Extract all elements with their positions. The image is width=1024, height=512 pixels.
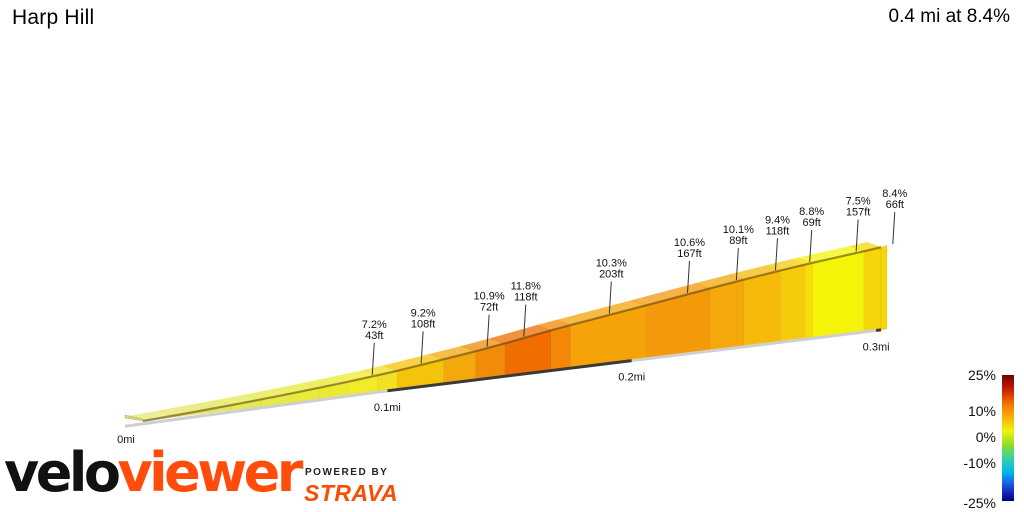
callout-gradient: 7.5%	[846, 195, 871, 207]
profile-segment	[550, 324, 571, 371]
color-scale-label: 25%	[968, 367, 996, 383]
callout-line	[809, 229, 813, 262]
profile-ridge-line	[142, 246, 882, 423]
strava-logo[interactable]: STRAVA	[304, 480, 399, 506]
callout-gradient: 8.8%	[799, 206, 824, 218]
color-scale-label: -10%	[963, 455, 996, 471]
profile-segment	[780, 264, 806, 343]
callout-gradient: 11.8%	[511, 281, 542, 293]
climb-summary: 0.4 mi at 8.4%	[888, 6, 1010, 27]
callout-length: 118ft	[514, 292, 538, 304]
profile-segments	[124, 241, 888, 423]
callout-gradient: 10.1%	[723, 224, 754, 236]
veloviewer-logo[interactable]: veloviewer	[4, 446, 303, 500]
baseline-band	[631, 328, 877, 363]
distance-tick-label: 0mi	[117, 434, 135, 446]
distance-tick-label: 0.1mi	[374, 402, 401, 414]
gradient-color-scale: 25% 10% 0% -10% -25%	[963, 367, 1014, 511]
gradient-callouts: 7.2%43ft9.2%108ft10.9%72ft11.8%118ft10.3…	[362, 188, 908, 375]
profile-segment	[709, 279, 745, 352]
callout-line	[892, 212, 896, 245]
callout-length: 69ft	[803, 217, 821, 229]
callout-line	[371, 342, 375, 375]
callout-line	[420, 331, 424, 364]
color-scale-label: 10%	[968, 403, 996, 419]
callout-gradient: 9.4%	[765, 214, 790, 226]
callout-line	[486, 314, 490, 347]
baseline-band	[875, 328, 882, 332]
callout-length: 118ft	[766, 225, 790, 237]
distance-axis: 0mi 0.1mi 0.2mi 0.3mi	[117, 341, 889, 446]
callout-gradient: 10.9%	[474, 291, 505, 303]
callout-line	[523, 304, 527, 337]
distance-tick-label: 0.3mi	[863, 341, 890, 353]
profile-segment	[863, 246, 882, 333]
callout-gradient: 8.4%	[882, 188, 907, 200]
callout-line	[774, 238, 778, 271]
profile-start-cap	[124, 414, 144, 422]
callout-line	[855, 219, 859, 252]
callout-line	[687, 260, 691, 293]
powered-by-label: POWERED BY	[305, 467, 389, 478]
callout-length: 108ft	[411, 318, 435, 330]
profile-segment	[812, 250, 865, 339]
logo-viewer-text: viewer	[117, 441, 303, 504]
baseline-band	[387, 359, 632, 393]
color-scale-bar	[1002, 375, 1014, 501]
callout-gradient: 7.2%	[362, 319, 387, 331]
callout-gradient: 10.3%	[596, 258, 627, 270]
color-scale-label: 0%	[976, 429, 996, 445]
profile-segment	[804, 262, 813, 340]
profile-baseline	[124, 328, 882, 428]
callout-length: 43ft	[365, 330, 383, 342]
callout-length: 157ft	[846, 206, 870, 218]
callout-gradient: 10.6%	[674, 237, 705, 249]
callout-length: 72ft	[480, 302, 498, 314]
page-title: Harp Hill	[12, 6, 95, 29]
callout-line	[735, 248, 739, 281]
color-scale-label: -25%	[963, 495, 996, 511]
callout-length: 203ft	[599, 269, 623, 281]
distance-tick-label: 0.2mi	[618, 372, 645, 384]
profile-segment	[743, 270, 782, 348]
profile-end-cap	[880, 244, 888, 331]
logo-velo-text: velo	[4, 441, 121, 504]
callout-gradient: 9.2%	[411, 307, 436, 319]
callout-length: 66ft	[886, 199, 904, 211]
baseline-band	[124, 389, 388, 428]
callout-length: 89ft	[729, 235, 747, 247]
callout-line	[608, 281, 612, 314]
callout-length: 167ft	[677, 248, 701, 260]
